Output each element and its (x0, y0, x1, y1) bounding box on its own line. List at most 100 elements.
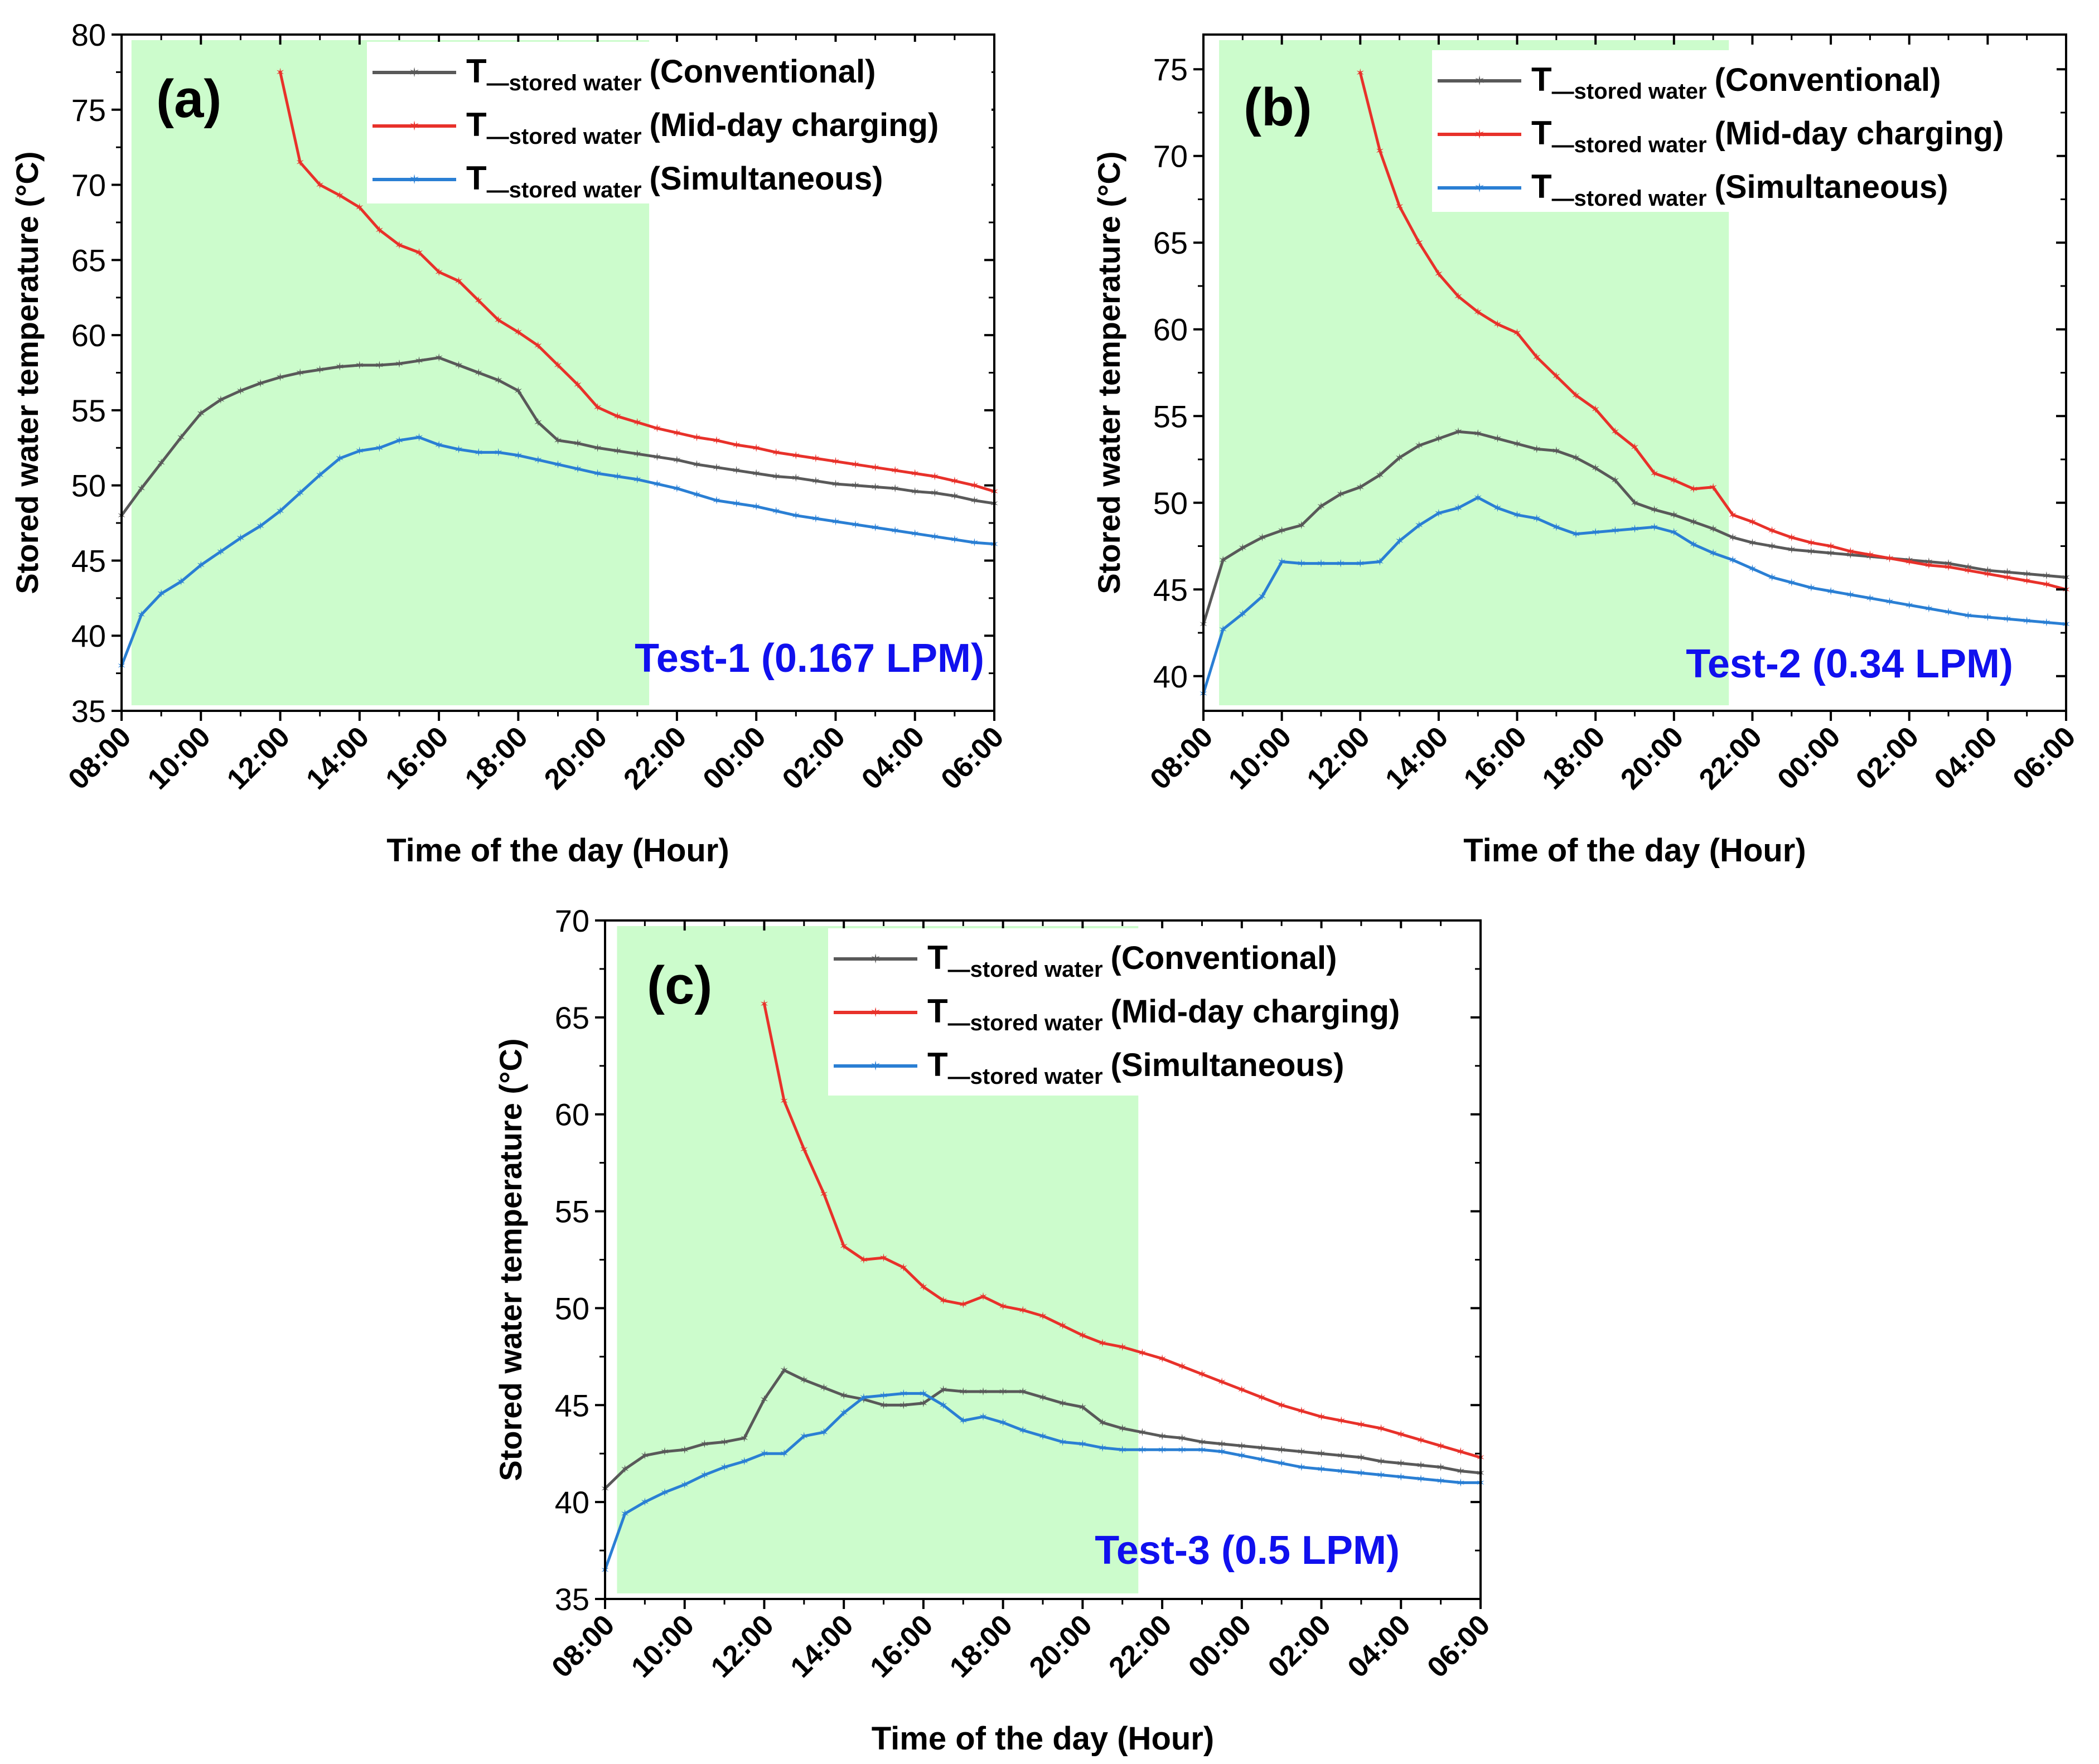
data-point: ✶ (1414, 440, 1424, 452)
data-point: ✶ (275, 372, 285, 384)
data-point: ✶ (712, 462, 722, 474)
data-point: ✶ (335, 361, 345, 374)
data-point: ✶ (732, 439, 741, 452)
y-tick-label: 50 (71, 468, 106, 503)
data-point: ✶ (1512, 327, 1522, 340)
data-point: ✶ (395, 358, 404, 370)
data-point: ✶ (1414, 237, 1424, 249)
data-point: ✶ (1317, 1463, 1326, 1476)
data-point: ✶ (1650, 504, 1659, 516)
legend-sub: —stored water (948, 1011, 1103, 1035)
data-point: ✶ (1865, 549, 1875, 561)
data-point: ✶ (1158, 1431, 1167, 1443)
data-point: ✶ (819, 1188, 829, 1200)
data-point: ✶ (780, 1448, 789, 1460)
y-tick-label: 45 (71, 543, 106, 578)
data-point: ✶ (1767, 525, 1777, 537)
data-point: ✶ (799, 1143, 809, 1156)
y-tick-label: 70 (555, 903, 589, 938)
data-point: ✶ (1454, 291, 1463, 303)
x-tick-label: 18:00 (944, 1608, 1019, 1684)
data-point: ✶ (1258, 532, 1267, 544)
data-point: ✶ (1709, 547, 1718, 560)
data-point: ✶ (1591, 527, 1600, 539)
data-point: ✶ (1963, 565, 1973, 577)
data-point: ✶ (1277, 1444, 1287, 1456)
data-point: ✶ (1356, 558, 1365, 570)
x-tick-label: 22:00 (617, 720, 693, 796)
data-point: ✶ (692, 459, 702, 471)
y-tick-label: 70 (1153, 139, 1188, 174)
legend-marker: ✶ (1474, 181, 1485, 196)
data-point: ✶ (1258, 591, 1267, 603)
x-axis-title: Time of the day (Hour) (386, 832, 729, 869)
data-point: ✶ (1396, 1471, 1406, 1484)
legend-box (1432, 50, 2057, 212)
data-point: ✶ (732, 465, 741, 477)
y-axis-title: Stored water temperature (°C) (9, 151, 45, 594)
data-point: ✶ (791, 450, 801, 462)
data-point: ✶ (1885, 553, 1894, 565)
data-point: ✶ (1337, 1415, 1346, 1427)
series-line-0 (1202, 430, 2067, 625)
y-tick-label: 80 (71, 17, 106, 52)
data-point: ✶ (196, 560, 206, 572)
data-point: ✶ (2003, 572, 2012, 584)
y-tick-label: 60 (555, 1097, 589, 1132)
x-tick-label: 20:00 (1023, 1608, 1099, 1684)
data-point: ✶ (1018, 1424, 1028, 1437)
x-tick-label: 10:00 (142, 720, 217, 796)
data-point: ✶ (939, 1384, 948, 1396)
data-point: ✶ (1456, 1466, 1466, 1478)
data-point: ✶ (1058, 1398, 1067, 1410)
y-tick-label: 55 (71, 393, 106, 428)
data-point: ✶ (593, 442, 602, 454)
series-line-0 (604, 1369, 1481, 1490)
y-tick-label: 65 (555, 1000, 589, 1035)
data-point: ✶ (1277, 1399, 1287, 1412)
data-point: ✶ (1375, 556, 1385, 569)
data-point: ✶ (573, 463, 583, 476)
data-point: ✶ (839, 1390, 849, 1402)
data-point: ✶ (1395, 535, 1404, 547)
legend-sub: —stored water (948, 957, 1103, 982)
data-point: ✶ (1787, 577, 1796, 589)
data-point: ✶ (1098, 1337, 1107, 1350)
data-point: ✶ (771, 505, 781, 517)
legend-main: T (466, 52, 487, 90)
data-point: ✶ (1277, 1458, 1287, 1470)
data-point: ✶ (1197, 1436, 1207, 1448)
legend-main: T (927, 992, 948, 1030)
data-point: ✶ (811, 453, 821, 465)
data-point: ✶ (673, 454, 682, 467)
data-point: ✶ (553, 435, 563, 447)
data-point: ✶ (1098, 1417, 1107, 1429)
data-point: ✶ (1218, 554, 1228, 566)
data-point: ✶ (1395, 452, 1404, 464)
data-point: ✶ (1078, 1402, 1087, 1414)
data-point: ✶ (375, 224, 384, 236)
data-point: ✶ (1138, 1347, 1147, 1359)
data-point: ✶ (700, 1438, 709, 1451)
data-point: ✶ (831, 456, 840, 468)
data-point: ✶ (652, 478, 662, 491)
data-point: ✶ (216, 394, 225, 406)
legend-marker: ✶ (870, 1059, 881, 1074)
data-point: ✶ (720, 1462, 729, 1474)
data-point: ✶ (620, 1508, 630, 1520)
data-point: ✶ (1669, 510, 1679, 522)
data-point: ✶ (760, 999, 769, 1011)
data-point: ✶ (157, 457, 166, 469)
data-point: ✶ (930, 487, 940, 500)
x-tick-label: 02:00 (776, 720, 852, 796)
data-point: ✶ (553, 360, 563, 372)
data-point: ✶ (652, 423, 662, 435)
data-point: ✶ (434, 439, 444, 452)
y-tick-label: 35 (555, 1582, 589, 1617)
data-point: ✶ (256, 520, 265, 532)
data-point: ✶ (870, 481, 880, 493)
data-point: ✶ (1297, 558, 1306, 570)
data-point: ✶ (1257, 1454, 1266, 1466)
x-tick-label: 04:00 (855, 720, 931, 796)
data-point: ✶ (1610, 474, 1620, 487)
